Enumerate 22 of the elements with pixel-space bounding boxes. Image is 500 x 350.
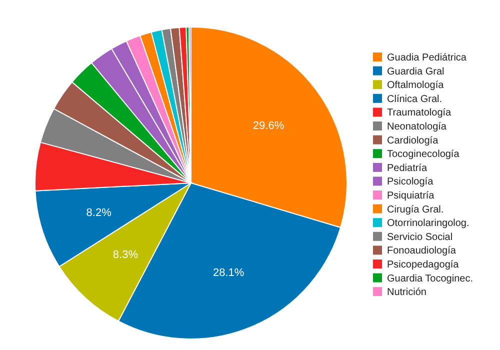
legend-label: Clínica Gral. — [387, 94, 442, 105]
legend-label: Psiquiatría — [387, 190, 435, 202]
legend-label: Cirugía Gral. — [387, 204, 444, 216]
legend-label: Servicio Social — [387, 232, 453, 243]
legend-label: Guadia Pediátrica — [387, 52, 467, 64]
legend-label: Psicopedagogía — [387, 260, 460, 270]
data-label: 8.3% — [112, 248, 138, 261]
legend-label: Psicología — [387, 176, 434, 188]
legend-label: Pediatría — [387, 162, 428, 174]
data-label: 29.6% — [252, 120, 284, 132]
legend-label: Neonatología — [387, 122, 447, 132]
legend-label: Traumatología — [387, 108, 452, 119]
data-label: 8.2% — [86, 207, 112, 220]
legend-label: Tocoginecología — [387, 149, 460, 160]
legend-label: Fonoaudiología — [387, 246, 456, 257]
legend-label: Nutrición — [387, 287, 426, 298]
legend-label: Guardia Tocoginec. — [387, 273, 473, 284]
legend-label: Otorrinolaringolog. — [387, 218, 470, 230]
legend-label: Guardia Gral — [387, 66, 444, 78]
legend-label: Oftalmología — [387, 80, 444, 92]
legend-label: Cardiología — [387, 135, 439, 146]
data-label: 28.1% — [212, 266, 244, 279]
